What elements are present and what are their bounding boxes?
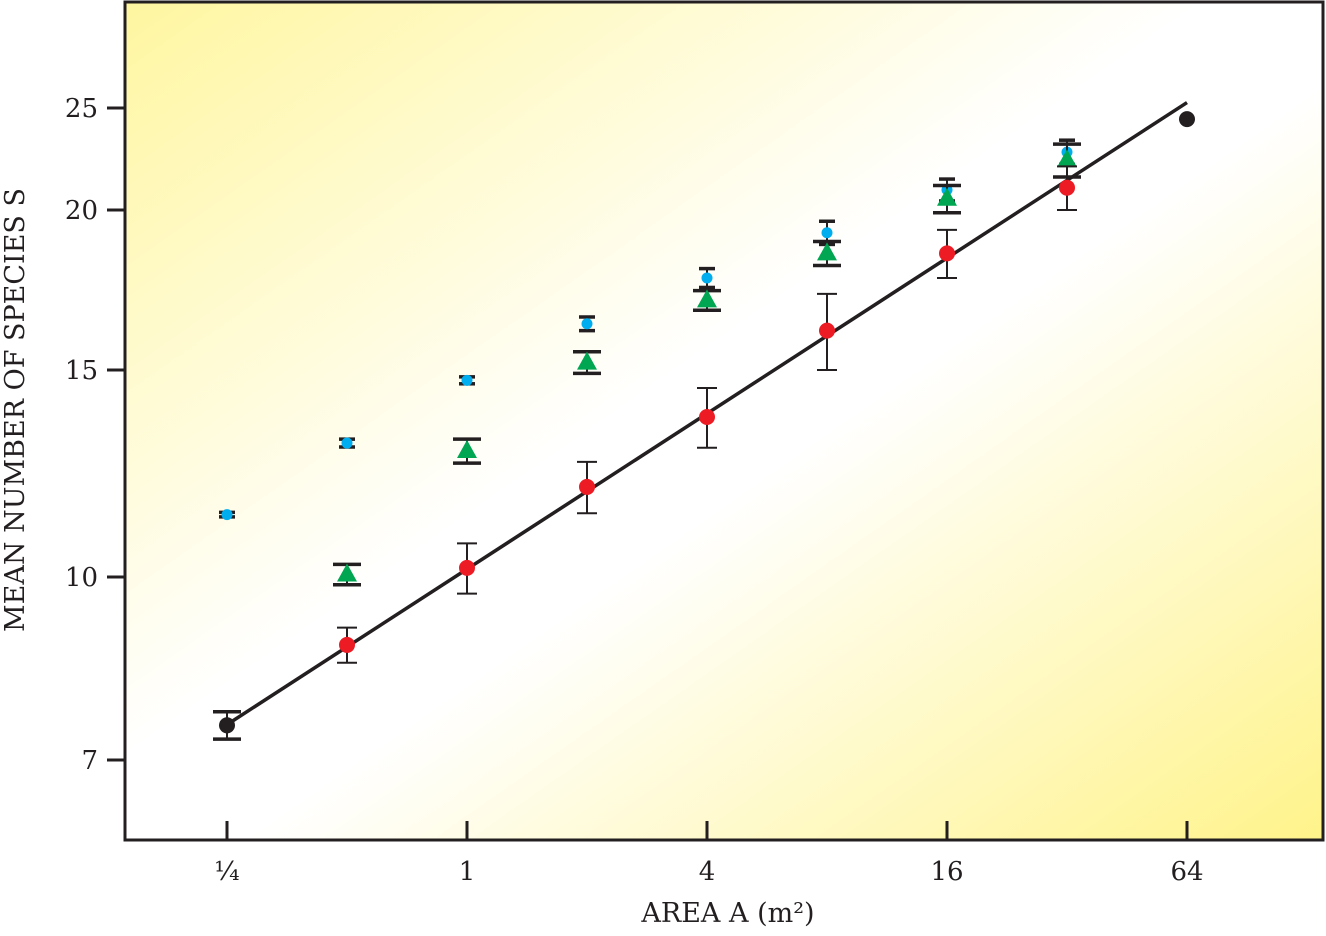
data-point bbox=[1179, 111, 1195, 128]
data-point bbox=[581, 318, 593, 330]
data-point bbox=[579, 478, 595, 495]
plot-area bbox=[123, 0, 1325, 842]
x-tick-label: 4 bbox=[699, 857, 716, 887]
data-point bbox=[577, 351, 597, 370]
data-point bbox=[341, 437, 353, 449]
y-tick-label: 20 bbox=[65, 196, 98, 226]
y-axis-label: MEAN NUMBER OF SPECIES S bbox=[0, 188, 31, 632]
x-tick-label: 1 bbox=[459, 857, 476, 887]
data-point bbox=[939, 245, 955, 262]
data-point bbox=[701, 272, 713, 284]
x-tick-label: 64 bbox=[1170, 857, 1203, 887]
data-point bbox=[819, 322, 835, 339]
data-point bbox=[937, 187, 957, 206]
data-point bbox=[219, 717, 235, 734]
data-point bbox=[461, 374, 473, 386]
series-green-triangles bbox=[333, 142, 1081, 587]
x-tick-label: 16 bbox=[930, 857, 963, 887]
data-point bbox=[221, 509, 233, 521]
data-point bbox=[337, 563, 357, 582]
series-black-endpoints bbox=[213, 111, 1195, 741]
data-point bbox=[339, 636, 355, 653]
series-red-circles bbox=[337, 165, 1077, 664]
y-tick-label: 15 bbox=[65, 356, 98, 386]
data-point bbox=[459, 559, 475, 576]
y-tick-label: 10 bbox=[65, 563, 98, 593]
x-axis: ¼ 1 4 16 64 bbox=[214, 821, 1204, 887]
y-axis: 7 10 15 20 25 bbox=[65, 94, 125, 776]
y-tick-label: 25 bbox=[65, 94, 98, 124]
x-tick-label: ¼ bbox=[214, 857, 239, 887]
data-point bbox=[1059, 179, 1075, 196]
data-point bbox=[457, 439, 477, 458]
data-point bbox=[697, 289, 717, 308]
data-points bbox=[213, 111, 1195, 741]
data-point bbox=[821, 227, 833, 239]
y-tick-label: 7 bbox=[81, 746, 98, 776]
x-axis-label: AREA A (m²) bbox=[640, 898, 814, 929]
data-point bbox=[817, 242, 837, 261]
data-point bbox=[1057, 149, 1077, 168]
data-point bbox=[699, 409, 715, 426]
